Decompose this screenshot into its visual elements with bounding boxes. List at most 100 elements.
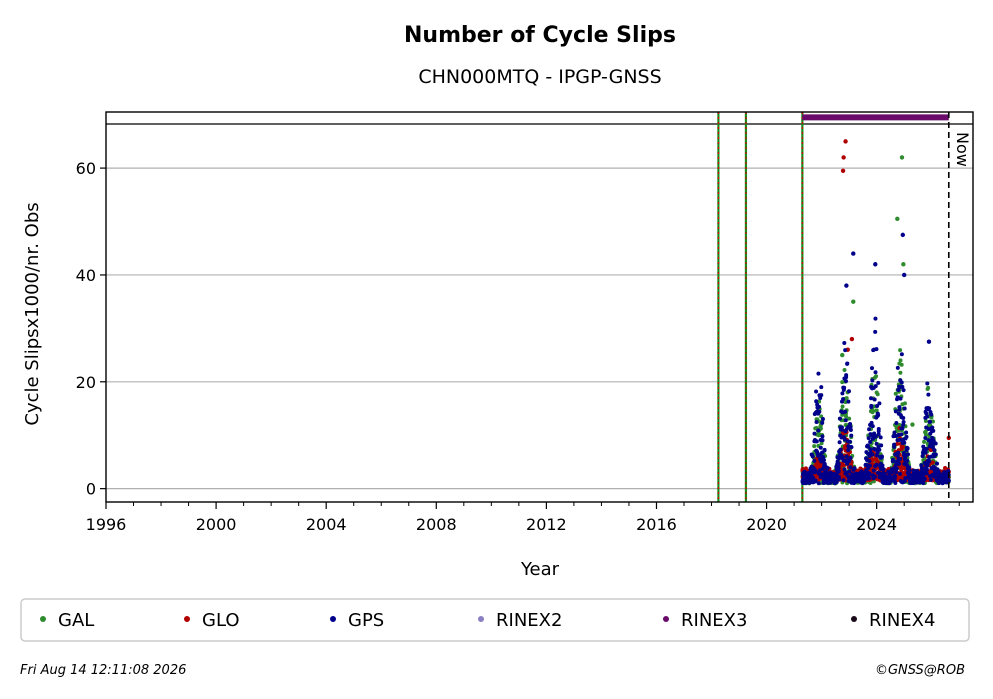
data-point (874, 374, 879, 379)
data-point (847, 459, 852, 464)
data-point (868, 396, 873, 401)
data-point (849, 433, 854, 438)
data-point (879, 454, 884, 459)
legend-label-rinex4: RINEX4 (869, 610, 935, 631)
y-tick-label: 0 (86, 480, 96, 499)
data-point (817, 409, 822, 414)
data-point (906, 452, 911, 457)
data-point (813, 478, 818, 483)
data-point (822, 447, 827, 452)
data-point (867, 427, 872, 432)
data-point (897, 461, 902, 466)
data-point (819, 441, 824, 446)
legend-label-glo: GLO (202, 610, 240, 631)
data-point (928, 448, 933, 453)
data-point (893, 391, 898, 396)
data-point (905, 458, 910, 463)
data-point (922, 476, 927, 481)
data-point (842, 340, 847, 345)
data-point (896, 450, 901, 455)
plot-area: 0 20 40 60 1996 2000 2004 2008 2012 2016 2020 2024 N… (76, 111, 974, 534)
legend-marker-rinex4 (851, 616, 857, 622)
data-point (841, 463, 846, 468)
data-point (843, 409, 848, 414)
data-point (874, 347, 879, 352)
data-point (842, 385, 847, 390)
data-point (892, 444, 897, 449)
data-point (814, 439, 819, 444)
data-point (845, 461, 850, 466)
data-point (845, 361, 850, 366)
data-point (844, 454, 849, 459)
legend: GAL GLO GPS RINEX2 RINEX3 RINEX4 (20, 598, 970, 642)
data-point (924, 467, 929, 472)
data-point (893, 409, 898, 414)
data-point (814, 474, 819, 479)
data-point-outlier (873, 262, 878, 267)
x-tick-label: 2008 (416, 515, 457, 534)
data-point-outlier (900, 232, 906, 238)
data-point (900, 444, 905, 449)
data-point (923, 419, 928, 424)
data-point-outlier (899, 155, 905, 160)
legend-box (20, 598, 970, 642)
data-point (844, 414, 849, 419)
data-point (814, 420, 819, 425)
data-point (904, 430, 909, 435)
data-point (896, 387, 901, 392)
data-point (925, 381, 930, 386)
data-point (896, 432, 901, 437)
data-point (868, 481, 873, 486)
data-point (867, 471, 872, 476)
series-glo (800, 139, 951, 483)
plot-frame (105, 111, 974, 503)
data-point-outlier (844, 283, 849, 288)
data-point (907, 468, 912, 473)
data-point (843, 418, 848, 423)
data-point-outlier (840, 352, 845, 358)
data-point (926, 385, 931, 390)
data-point (946, 478, 951, 483)
data-point-outlier (910, 422, 915, 427)
data-point (873, 434, 878, 439)
data-point (905, 446, 910, 451)
data-point (817, 399, 822, 404)
data-point (836, 469, 841, 474)
data-point (873, 316, 878, 321)
data-point-outlier (843, 139, 848, 144)
data-point (834, 479, 839, 484)
data-point (875, 403, 880, 408)
legend-label-gps: GPS (348, 610, 384, 631)
data-point (867, 463, 872, 468)
data-point (816, 481, 821, 486)
data-point (837, 477, 842, 482)
data-point (923, 429, 928, 434)
data-point (840, 404, 845, 409)
data-point (893, 481, 898, 486)
data-point-outlier (851, 299, 856, 304)
data-point (848, 465, 853, 470)
data-point (924, 471, 929, 476)
data-point (847, 416, 852, 421)
data-point (813, 469, 818, 474)
data-point (921, 469, 926, 474)
x-tick-label: 1996 (86, 515, 127, 534)
data-point-outlier (901, 272, 907, 278)
data-point (841, 397, 846, 402)
data-point (900, 426, 905, 431)
y-axis-label: Cycle Slipsx1000/nr. Obs (22, 202, 43, 425)
data-point (929, 415, 934, 420)
data-point (844, 396, 849, 401)
x-tick-label: 2000 (196, 515, 237, 534)
data-point (840, 391, 845, 396)
data-point (876, 380, 881, 385)
data-point (899, 352, 904, 357)
data-point (931, 428, 936, 433)
data-point (852, 466, 857, 471)
data-point (817, 468, 822, 473)
data-point (837, 416, 842, 421)
data-point (847, 389, 852, 394)
data-point (894, 466, 899, 471)
data-point (898, 358, 903, 363)
